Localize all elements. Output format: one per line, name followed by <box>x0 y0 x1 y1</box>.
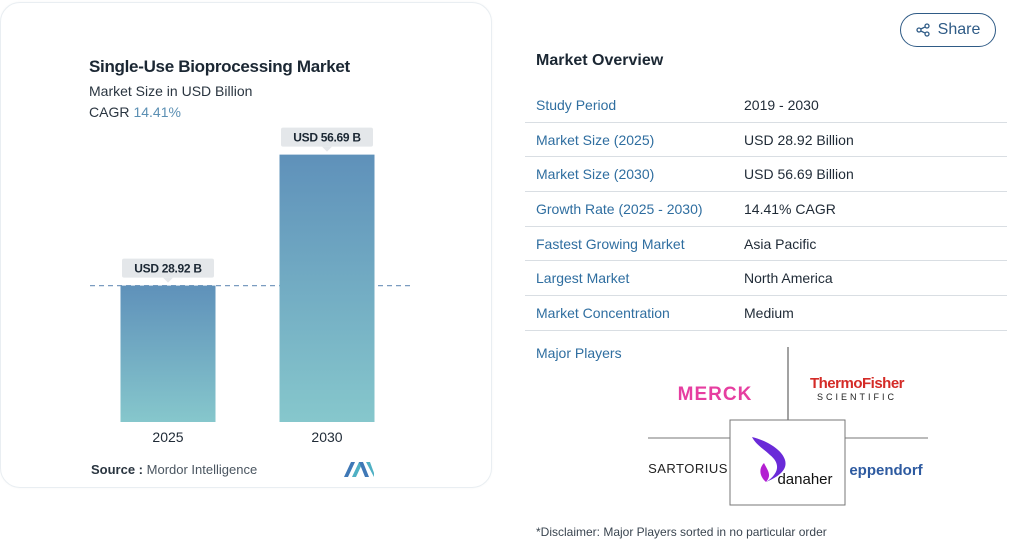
market-overview-title: Market Overview <box>536 52 664 69</box>
overview-row: Market Size (2030) USD 56.69 Billion <box>525 157 1007 193</box>
overview-row: Largest Market North America <box>525 261 1007 297</box>
row-key: Largest Market <box>536 270 630 287</box>
row-key: Market Size (2030) <box>536 166 655 183</box>
row-value: Asia Pacific <box>744 235 817 252</box>
chart-subtitle: Market Size in USD Billion <box>89 83 253 99</box>
data-label-pointer <box>163 277 173 283</box>
data-label-pointer <box>322 146 332 152</box>
row-key: Growth Rate (2025 - 2030) <box>536 200 703 217</box>
row-value: North America <box>744 270 833 287</box>
row-value: Medium <box>744 304 794 321</box>
thermofisher-logo: ThermoFisher <box>810 375 905 392</box>
data-label-box <box>122 258 214 278</box>
overview-row: Growth Rate (2025 - 2030) 14.41% CAGR <box>525 192 1007 227</box>
cagr-row: CAGR 14.41% <box>89 104 181 120</box>
chart-title: Single-Use Bioprocessing Market <box>89 57 350 76</box>
bar <box>279 154 375 422</box>
chart-card <box>0 2 492 488</box>
bar <box>120 285 216 422</box>
row-value: 14.41% CAGR <box>744 200 836 217</box>
row-value: 2019 - 2030 <box>744 96 819 113</box>
sartorius-logo: SARTORIUS <box>648 461 728 476</box>
data-label: USD 56.69 B <box>293 131 361 145</box>
danaher-logo: danaher <box>777 471 832 488</box>
thermofisher-subtitle: SCIENTIFIC <box>817 392 897 402</box>
row-value: USD 28.92 Billion <box>744 131 854 148</box>
overview-row: Study Period 2019 - 2030 <box>525 88 1007 123</box>
danaher-mark-icon <box>752 437 786 482</box>
data-label: USD 28.92 B <box>134 262 202 276</box>
major-players-label: Major Players <box>536 345 622 361</box>
major-players-grid: MERCK ThermoFisher SCIENTIFIC SARTORIUS … <box>648 347 928 506</box>
x-tick-label: 2025 <box>152 429 183 445</box>
row-key: Market Concentration <box>536 304 670 321</box>
overview-row: Market Concentration Medium <box>525 296 1007 331</box>
x-tick-label: 2030 <box>311 429 342 445</box>
overview-row: Market Size (2025) USD 28.92 Billion <box>525 123 1007 158</box>
eppendorf-logo: eppendorf <box>849 462 923 479</box>
disclaimer: *Disclaimer: Major Players sorted in no … <box>536 525 827 539</box>
source-line: Source : Mordor Intelligence <box>91 462 257 477</box>
overview-table: Study Period 2019 - 2030 Market Size (202… <box>525 88 1007 331</box>
row-key: Study Period <box>536 96 617 113</box>
source-label: Source : <box>91 462 144 477</box>
share-icon <box>915 23 930 37</box>
row-key: Fastest Growing Market <box>536 235 685 252</box>
data-label-box <box>281 127 373 147</box>
share-button[interactable]: Share <box>900 13 996 47</box>
source-name: Mordor Intelligence <box>146 462 258 477</box>
mordor-logo-icon <box>344 462 374 477</box>
overview-row: Fastest Growing Market Asia Pacific <box>525 227 1007 262</box>
row-key: Market Size (2025) <box>536 131 655 148</box>
cagr-value: 14.41% <box>133 104 181 120</box>
share-label: Share <box>937 21 981 38</box>
bar-chart: USD 28.92 B 2025 USD 56.69 B 2030 <box>90 127 410 445</box>
cagr-label: CAGR <box>89 104 130 120</box>
row-value: USD 56.69 Billion <box>744 166 854 183</box>
merck-logo: MERCK <box>678 384 753 405</box>
